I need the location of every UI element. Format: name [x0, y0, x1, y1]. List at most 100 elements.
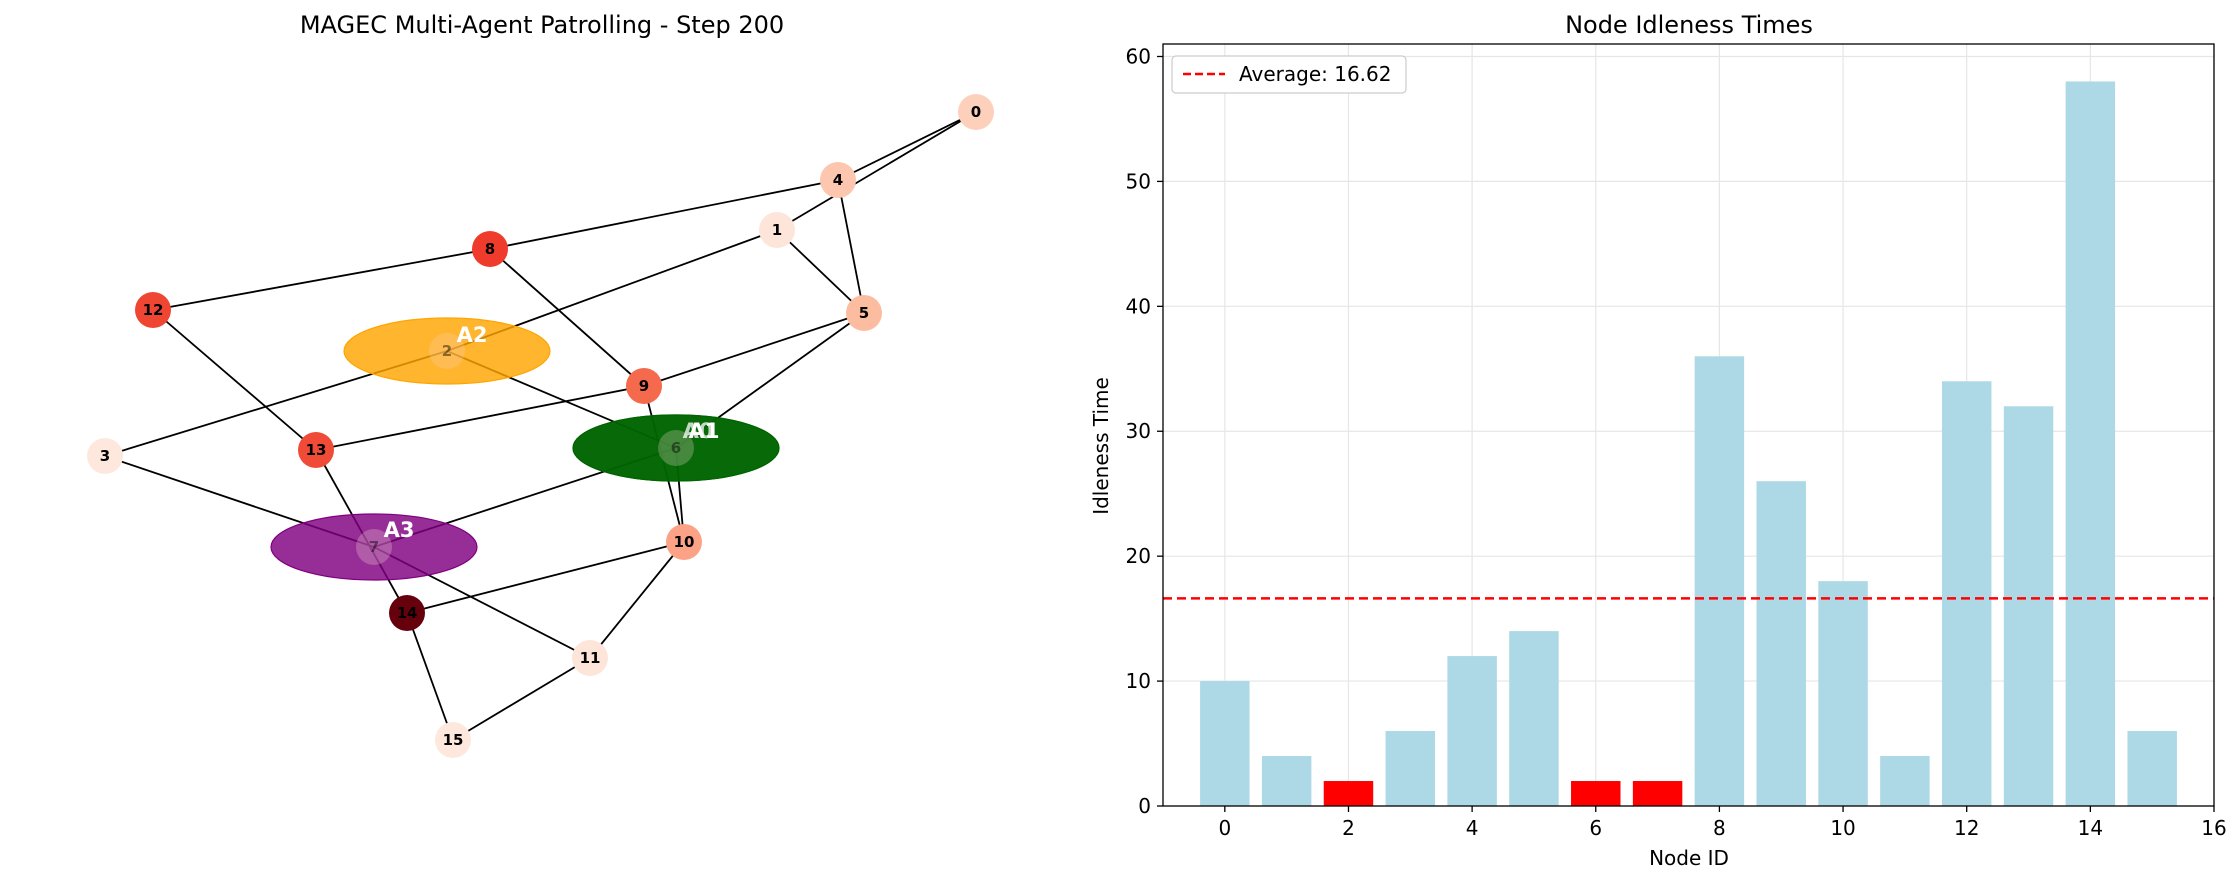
graph-node-0 — [958, 94, 994, 130]
graph-node-label-9: 9 — [639, 377, 649, 395]
bar-node-1 — [1261, 756, 1312, 806]
bar-node-4 — [1447, 656, 1497, 806]
x-tick-label-4: 4 — [1466, 816, 1479, 840]
graph-edge-5-9 — [643, 312, 865, 387]
graph-edge-12-13 — [152, 309, 317, 451]
graph-node-label-6: 6 — [671, 439, 681, 457]
graph-title: MAGEC Multi-Agent Patrolling - Step 200 — [300, 11, 784, 39]
graph-edges — [104, 111, 977, 741]
agent-label-a2: A2 — [457, 323, 488, 347]
graph-edge-9-13 — [315, 385, 645, 451]
graph-node-13 — [298, 432, 334, 468]
graph-node-label-8: 8 — [485, 240, 495, 258]
bar-node-5 — [1509, 631, 1559, 806]
y-tick-label-30: 30 — [1126, 419, 1151, 443]
x-tick-label-12: 12 — [1954, 816, 1979, 840]
graph-edge-10-14 — [406, 541, 685, 614]
bar-node-13 — [2003, 406, 2054, 806]
bar-node-15 — [2127, 731, 2177, 806]
legend-box — [1171, 55, 1407, 94]
x-tick-label-0: 0 — [1218, 816, 1231, 840]
graph-node-label-4: 4 — [833, 171, 843, 189]
graph-node-label-13: 13 — [306, 441, 327, 459]
graph-node-label-0: 0 — [971, 103, 981, 121]
graph-node-1 — [759, 212, 795, 248]
agent-marker-a3 — [270, 513, 478, 581]
y-tick-label-40: 40 — [1126, 294, 1151, 318]
graph-node-4 — [820, 162, 856, 198]
graph-edge-1-5 — [776, 229, 865, 314]
bar-node-6 — [1571, 781, 1621, 806]
graph-node-label-14: 14 — [397, 604, 418, 622]
graph-edge-0-1 — [776, 111, 977, 231]
graph-node-7 — [356, 529, 392, 565]
graph-edge-8-12 — [152, 248, 491, 311]
graph-edge-14-15 — [406, 612, 454, 741]
agent-label-a3: A3 — [384, 518, 415, 542]
graph-edge-4-5 — [837, 179, 865, 314]
graph-node-12 — [135, 292, 171, 328]
graph-node-14 — [389, 595, 425, 631]
bar-node-8 — [1694, 356, 1745, 806]
bar-node-11 — [1880, 756, 1930, 806]
legend-average-label: Average: 16.62 — [1239, 62, 1391, 86]
y-axis-label: Idleness Time — [1089, 377, 1113, 515]
graph-node-9 — [626, 368, 662, 404]
plot-frame — [1162, 43, 2215, 807]
chart-grid — [1163, 44, 2215, 807]
agent-marker-a1 — [572, 414, 780, 482]
graph-node-6 — [658, 430, 694, 466]
bar-node-0 — [1200, 681, 1250, 806]
graph-edge-0-4 — [837, 111, 977, 181]
bar-node-3 — [1385, 731, 1436, 806]
x-tick-label-2: 2 — [1342, 816, 1355, 840]
graph-node-label-7: 7 — [369, 538, 379, 556]
idleness-bar-chart: Node Idleness Times 0 2 4 6 8 10 12 14 16 0 10 20 3… — [1089, 11, 2227, 870]
graph-node-label-11: 11 — [580, 649, 601, 667]
graph-node-10 — [666, 524, 702, 560]
patrol-graph-panel: MAGEC Multi-Agent Patrolling - Step 200 … — [87, 11, 994, 758]
x-tick-label-6: 6 — [1589, 816, 1602, 840]
chart-legend: Average: 16.62 — [1171, 55, 1407, 94]
x-tick-label-16: 16 — [2201, 816, 2226, 840]
chart-bars — [1200, 81, 2177, 807]
agent-markers — [270, 317, 780, 581]
bar-node-7 — [1632, 781, 1683, 806]
x-axis-ticks: 0 2 4 6 8 10 12 14 16 — [1218, 806, 2227, 840]
agent-marker-a2 — [343, 317, 551, 385]
agent-label-a1: A1 — [689, 419, 720, 443]
x-tick-label-10: 10 — [1830, 816, 1855, 840]
x-tick-label-8: 8 — [1713, 816, 1726, 840]
graph-edge-15-11 — [452, 657, 591, 741]
graph-node-label-3: 3 — [100, 447, 110, 465]
graph-node-label-10: 10 — [674, 533, 695, 551]
y-axis-ticks: 0 10 20 30 40 50 60 — [1126, 44, 1163, 818]
agent-label-a0: A0 — [683, 419, 714, 443]
graph-node-11 — [572, 640, 608, 676]
graph-node-5 — [846, 295, 882, 331]
bar-node-12 — [1941, 381, 1992, 806]
y-tick-label-10: 10 — [1126, 669, 1151, 693]
graph-node-label-15: 15 — [443, 731, 464, 749]
graph-edge-10-11 — [589, 541, 685, 659]
graph-node-label-12: 12 — [143, 301, 164, 319]
graph-node-label-5: 5 — [859, 304, 869, 322]
graph-edge-8-9 — [489, 248, 645, 387]
y-tick-label-50: 50 — [1126, 169, 1151, 193]
graph-node-3 — [87, 438, 123, 474]
graph-node-2 — [429, 333, 465, 369]
x-tick-label-14: 14 — [2078, 816, 2103, 840]
bar-node-10 — [1818, 581, 1868, 806]
graph-node-15 — [435, 722, 471, 758]
bar-node-9 — [1756, 481, 1806, 806]
bar-node-14 — [2065, 81, 2116, 807]
graph-node-label-2: 2 — [442, 342, 452, 360]
graph-node-8 — [472, 231, 508, 267]
chart-title: Node Idleness Times — [1565, 11, 1813, 39]
graph-node-label-1: 1 — [772, 221, 782, 239]
x-axis-label: Node ID — [1649, 846, 1729, 870]
y-tick-label-0: 0 — [1138, 794, 1151, 818]
